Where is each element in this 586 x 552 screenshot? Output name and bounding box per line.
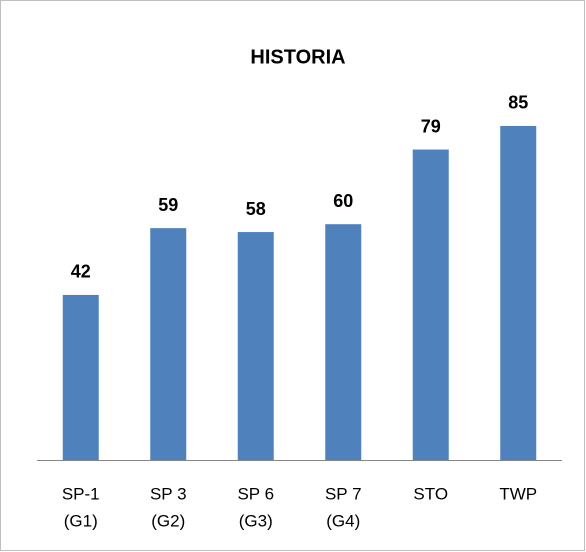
- data-label: 79: [421, 116, 441, 136]
- x-tick-label: SP 7: [325, 484, 362, 503]
- x-tick-label: (G3): [239, 511, 273, 530]
- data-label: 59: [158, 195, 178, 215]
- data-label: 58: [246, 199, 266, 219]
- data-label: 42: [71, 262, 91, 282]
- x-tick-label: (G2): [151, 511, 185, 530]
- data-label: 60: [333, 191, 353, 211]
- x-tick-label: SP-1: [62, 484, 100, 503]
- x-tick-label: STO: [413, 484, 448, 503]
- x-tick-label: (G4): [326, 511, 360, 530]
- data-label: 85: [508, 93, 528, 113]
- bar: [325, 224, 362, 460]
- chart-title: HISTORIA: [250, 46, 345, 68]
- bar: [500, 125, 537, 460]
- x-tick-label: (G1): [64, 511, 98, 530]
- bar: [237, 232, 274, 460]
- x-tick-label: SP 3: [150, 484, 187, 503]
- bar: [62, 294, 99, 460]
- bar: [150, 228, 187, 460]
- bar: [412, 149, 449, 460]
- x-tick-label: SP 6: [237, 484, 274, 503]
- x-tick-label: TWP: [499, 484, 537, 503]
